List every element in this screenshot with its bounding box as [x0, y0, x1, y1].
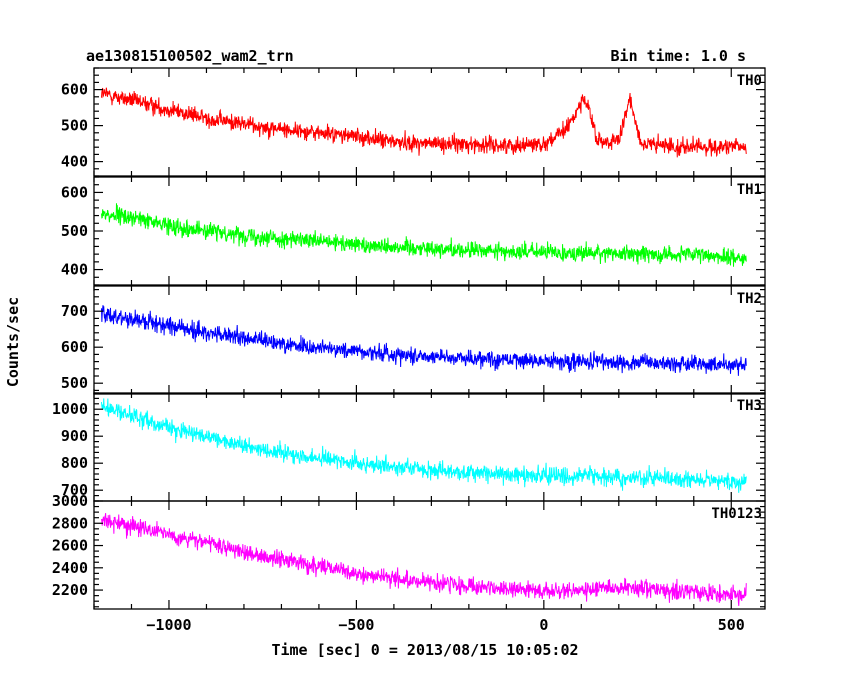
- panel-frame: [93, 500, 766, 610]
- panel-frame: [93, 67, 766, 177]
- series-line-th1: [101, 203, 747, 267]
- series-label-th1: TH1: [737, 182, 762, 198]
- series-line-th0: [101, 87, 747, 158]
- y-tick-label: 2200: [52, 581, 88, 599]
- panel-th2: 500 600 700 TH2: [61, 285, 766, 395]
- series-line-th3: [101, 398, 747, 493]
- y-tick-label: 500: [61, 222, 88, 240]
- y-tick-label: 600: [61, 183, 88, 201]
- x-tick-label: −500: [338, 616, 374, 634]
- y-tick-label: 2600: [52, 537, 88, 555]
- y-tick-label: 400: [61, 153, 88, 171]
- series-label-th0: TH0: [737, 73, 762, 89]
- series-label-th0123: TH0123: [711, 506, 762, 522]
- y-tick-label: 400: [61, 261, 88, 279]
- y-axis-label: Counts/sec: [4, 297, 22, 387]
- series-label-th3: TH3: [737, 398, 762, 414]
- x-tick-label: −1000: [146, 616, 191, 634]
- x-tick-label: 0: [539, 616, 548, 634]
- y-tick-label: 800: [61, 454, 88, 472]
- y-tick-label: 700: [61, 481, 88, 499]
- series-label-th2: TH2: [737, 291, 762, 307]
- y-tick-label: 600: [61, 338, 88, 356]
- y-tick-label: 1000: [52, 400, 88, 418]
- series-line-th2: [101, 305, 747, 376]
- y-tick-label: 500: [61, 374, 88, 392]
- y-tick-label: 500: [61, 117, 88, 135]
- series-line-th0123: [101, 513, 747, 606]
- y-tick-label: 3000: [52, 492, 88, 510]
- y-tick-label: 600: [61, 81, 88, 99]
- chart-title: ae130815100502_wam2_trn: [86, 47, 294, 65]
- panel-th0: 400 500 600 TH0: [61, 67, 766, 177]
- panel-th3: 700 800 900 1000 TH3: [52, 392, 766, 502]
- y-tick-label: 2400: [52, 559, 88, 577]
- panel-group: 400 500 600 TH0 400 500 600 TH1 500 600 700 TH2 700 8…: [52, 67, 766, 610]
- y-tick-label: 900: [61, 427, 88, 445]
- x-tick-label: 500: [718, 616, 745, 634]
- y-tick-label: 700: [61, 302, 88, 320]
- x-axis-label: Time [sec] 0 = 2013/08/15 10:05:02: [271, 641, 578, 659]
- y-tick-label: 2800: [52, 514, 88, 532]
- panel-th0123: 2200 2400 2600 2800 3000 TH0123: [52, 492, 766, 610]
- x-axis: −1000 −500 0 500: [146, 616, 744, 634]
- chart-subtitle: Bin time: 1.0 s: [611, 47, 746, 65]
- panel-frame: [93, 392, 766, 502]
- panel-th1: 400 500 600 TH1: [61, 176, 766, 286]
